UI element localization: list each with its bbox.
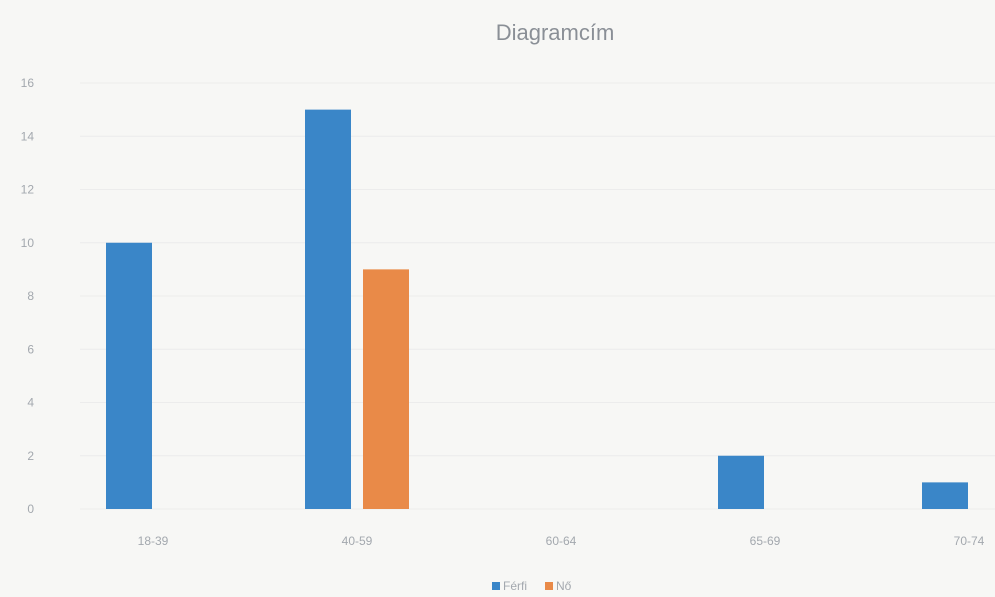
legend-label-no: Nő <box>556 579 572 593</box>
grid-lines <box>80 82 995 510</box>
x-category-label: 40-59 <box>342 534 373 548</box>
chart-title: Diagramcím <box>496 20 615 45</box>
x-axis-labels: 18-39 40-59 60-64 65-69 70-74 <box>138 534 985 548</box>
x-category-label: 18-39 <box>138 534 169 548</box>
bar-ferfi-65-69 <box>718 455 764 509</box>
bar-ferfi-70-74 <box>922 482 968 509</box>
y-tick-label: 14 <box>21 129 35 143</box>
x-category-label: 65-69 <box>750 534 781 548</box>
x-category-label: 60-64 <box>546 534 577 548</box>
bar-ferfi-40-59 <box>305 109 351 509</box>
legend-swatch-ferfi <box>492 582 500 590</box>
y-tick-label: 8 <box>27 289 34 303</box>
legend: Férfi Nő <box>492 579 572 593</box>
bar-ferfi-18-39 <box>106 242 152 509</box>
legend-swatch-no <box>545 582 553 590</box>
y-tick-label: 4 <box>27 396 34 410</box>
bar-no-40-59 <box>363 269 409 509</box>
y-axis-ticks: 0 2 4 6 8 10 12 14 16 <box>21 76 35 516</box>
y-tick-label: 12 <box>21 183 35 197</box>
x-category-label: 70-74 <box>954 534 985 548</box>
y-tick-label: 2 <box>27 449 34 463</box>
y-tick-label: 10 <box>21 236 35 250</box>
y-tick-label: 16 <box>21 76 35 90</box>
y-tick-label: 6 <box>27 342 34 356</box>
legend-label-ferfi: Férfi <box>503 579 527 593</box>
bars <box>106 109 968 509</box>
y-tick-label: 0 <box>27 502 34 516</box>
